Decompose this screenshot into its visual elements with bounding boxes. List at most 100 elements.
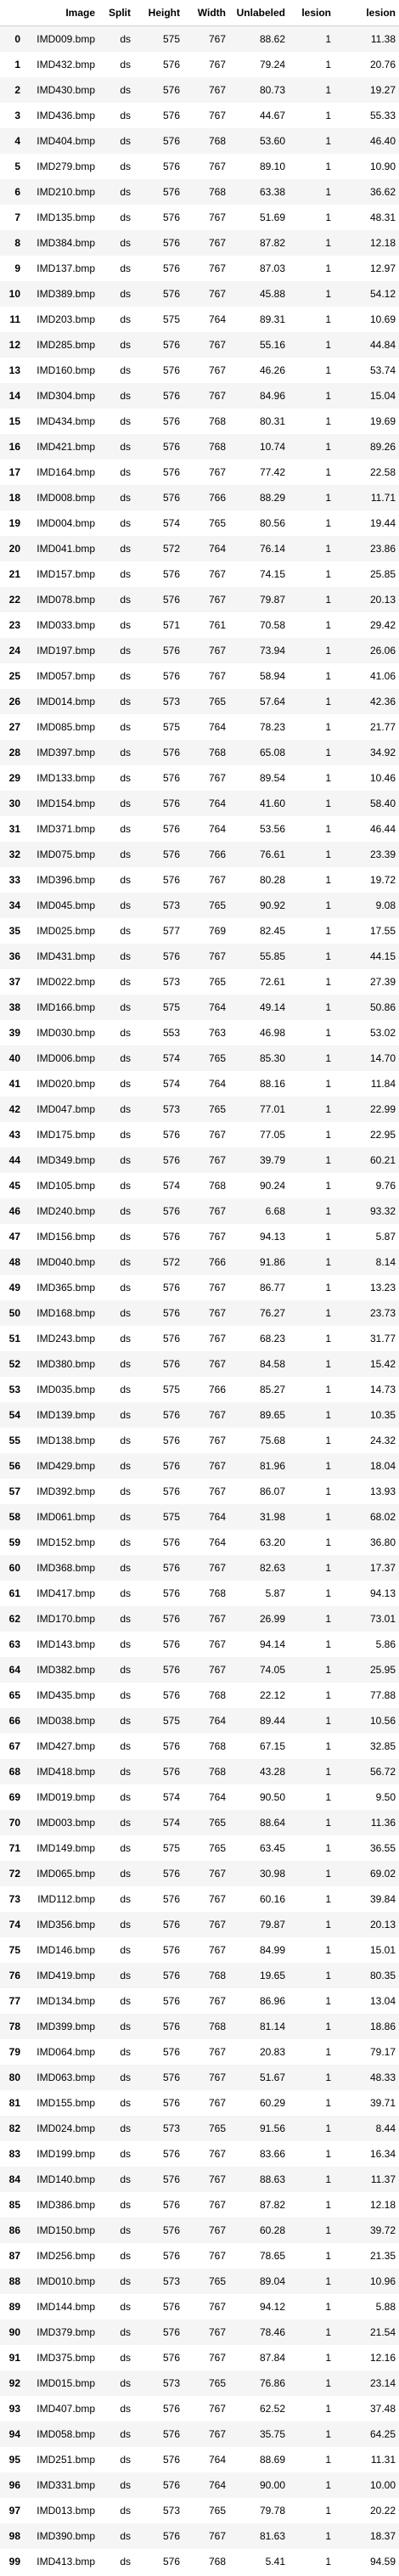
row-index: 33 [8, 874, 20, 886]
cell-width: 765 [208, 2505, 226, 2517]
cell-width: 767 [208, 1231, 226, 1243]
row-index: 93 [8, 2403, 20, 2415]
cell-image: IMD285.bmp [37, 339, 95, 351]
cell-split: ds [120, 1995, 131, 2007]
cell-split: ds [120, 798, 131, 809]
cell-unlabeled: 63.45 [259, 1842, 285, 1854]
cell-split: ds [120, 2097, 131, 2109]
cell-height: 576 [162, 135, 180, 147]
cell-lesion-percent: 21.77 [369, 721, 396, 733]
cell-lesion-percent: 13.23 [369, 1282, 396, 1294]
cell-image: IMD010.bmp [37, 2275, 95, 2287]
row-index: 91 [8, 2352, 20, 2364]
table-row: 26 IMD014.bmp ds 573 765 57.64 1 42.36 [0, 689, 399, 714]
row-index: 16 [8, 441, 20, 453]
cell-unlabeled: 43.28 [259, 1766, 285, 1778]
cell-image: IMD419.bmp [37, 1970, 95, 1981]
cell-image: IMD210.bmp [37, 186, 95, 198]
cell-height: 576 [162, 1944, 180, 1956]
cell-height: 576 [162, 950, 180, 962]
cell-width: 765 [208, 1052, 226, 1064]
cell-split: ds [120, 1358, 131, 1370]
cell-unlabeled: 76.27 [259, 1307, 285, 1319]
row-index: 30 [8, 798, 20, 809]
row-index: 39 [8, 1027, 20, 1039]
cell-image: IMD166.bmp [37, 1001, 95, 1013]
row-index: 11 [9, 313, 20, 325]
cell-width: 767 [208, 772, 226, 784]
cell-unlabeled: 88.62 [259, 33, 285, 45]
cell-split: ds [120, 288, 131, 300]
cell-unlabeled: 94.14 [259, 1638, 285, 1650]
cell-lesion-percent: 16.34 [369, 2148, 396, 2160]
cell-height: 576 [162, 288, 180, 300]
cell-lesion-percent: 11.71 [370, 492, 396, 504]
table-row: 7 IMD135.bmp ds 576 767 51.69 1 48.31 [0, 205, 399, 230]
cell-lesion-label: 1 [325, 441, 331, 453]
cell-height: 576 [162, 1460, 180, 1472]
table-row: 33 IMD396.bmp ds 576 767 80.28 1 19.72 [0, 867, 399, 893]
cell-lesion-label: 1 [325, 696, 331, 707]
cell-height: 573 [162, 1103, 180, 1115]
cell-height: 576 [162, 1307, 180, 1319]
cell-unlabeled: 60.28 [259, 2224, 285, 2236]
table-row: 42 IMD047.bmp ds 573 765 77.01 1 22.99 [0, 1096, 399, 1122]
cell-width: 767 [208, 2224, 226, 2236]
cell-height: 574 [162, 1078, 180, 1090]
cell-unlabeled: 72.61 [259, 976, 285, 988]
cell-lesion-label: 1 [325, 798, 331, 809]
row-index: 95 [8, 2454, 20, 2466]
cell-width: 768 [208, 135, 226, 147]
table-row: 29 IMD133.bmp ds 576 767 89.54 1 10.46 [0, 765, 399, 791]
cell-lesion-percent: 46.40 [369, 135, 396, 147]
cell-split: ds [120, 1664, 131, 1676]
cell-split: ds [120, 670, 131, 682]
cell-split: ds [120, 2199, 131, 2211]
cell-unlabeled: 85.30 [259, 1052, 285, 1064]
table-row: 94 IMD058.bmp ds 576 767 35.75 1 64.25 [0, 2421, 399, 2447]
cell-lesion-label: 1 [325, 1180, 331, 1192]
cell-height: 576 [162, 364, 180, 376]
cell-image: IMD143.bmp [37, 1638, 95, 1650]
cell-split: ds [120, 1868, 131, 1880]
table-row: 87 IMD256.bmp ds 576 767 78.65 1 21.35 [0, 2243, 399, 2269]
cell-unlabeled: 44.67 [259, 110, 285, 121]
table-row: 84 IMD140.bmp ds 576 767 88.63 1 11.37 [0, 2167, 399, 2192]
cell-split: ds [120, 1944, 131, 1956]
cell-lesion-label: 1 [325, 1460, 331, 1472]
table-row: 24 IMD197.bmp ds 576 767 73.94 1 26.06 [0, 638, 399, 663]
cell-lesion-percent: 10.46 [369, 772, 396, 784]
table-row: 56 IMD429.bmp ds 576 767 81.96 1 18.04 [0, 1453, 399, 1479]
row-index: 43 [8, 1129, 20, 1141]
table-row: 93 IMD407.bmp ds 576 767 62.52 1 37.48 [0, 2396, 399, 2421]
cell-unlabeled: 55.85 [259, 950, 285, 962]
table-row: 73 IMD112.bmp ds 576 767 60.16 1 39.84 [0, 1886, 399, 1912]
cell-height: 576 [162, 1919, 180, 1931]
cell-split: ds [120, 950, 131, 962]
table-row: 95 IMD251.bmp ds 576 764 88.69 1 11.31 [0, 2447, 399, 2472]
cell-unlabeled: 88.63 [259, 2173, 285, 2185]
cell-height: 576 [162, 1485, 180, 1497]
cell-lesion-percent: 11.36 [370, 1817, 396, 1829]
cell-height: 574 [162, 1052, 180, 1064]
cell-width: 764 [208, 823, 226, 835]
cell-split: ds [120, 1613, 131, 1625]
row-index: 37 [8, 976, 20, 988]
cell-width: 766 [208, 1256, 226, 1268]
cell-lesion-label: 1 [325, 1078, 331, 1090]
cell-split: ds [120, 1791, 131, 1803]
cell-split: ds [120, 1766, 131, 1778]
cell-split: ds [120, 1129, 131, 1141]
cell-height: 576 [162, 2173, 180, 2185]
cell-height: 576 [162, 1282, 180, 1294]
table-row: 61 IMD417.bmp ds 576 768 5.87 1 94.13 [0, 1581, 399, 1606]
cell-split: ds [120, 1919, 131, 1931]
cell-height: 574 [162, 1817, 180, 1829]
cell-split: ds [120, 2224, 131, 2236]
cell-unlabeled: 85.27 [259, 1384, 285, 1395]
cell-width: 765 [208, 517, 226, 529]
cell-height: 575 [162, 1384, 180, 1395]
cell-split: ds [120, 2377, 131, 2389]
cell-width: 768 [208, 415, 226, 427]
table-row: 85 IMD386.bmp ds 576 767 87.82 1 12.18 [0, 2192, 399, 2218]
